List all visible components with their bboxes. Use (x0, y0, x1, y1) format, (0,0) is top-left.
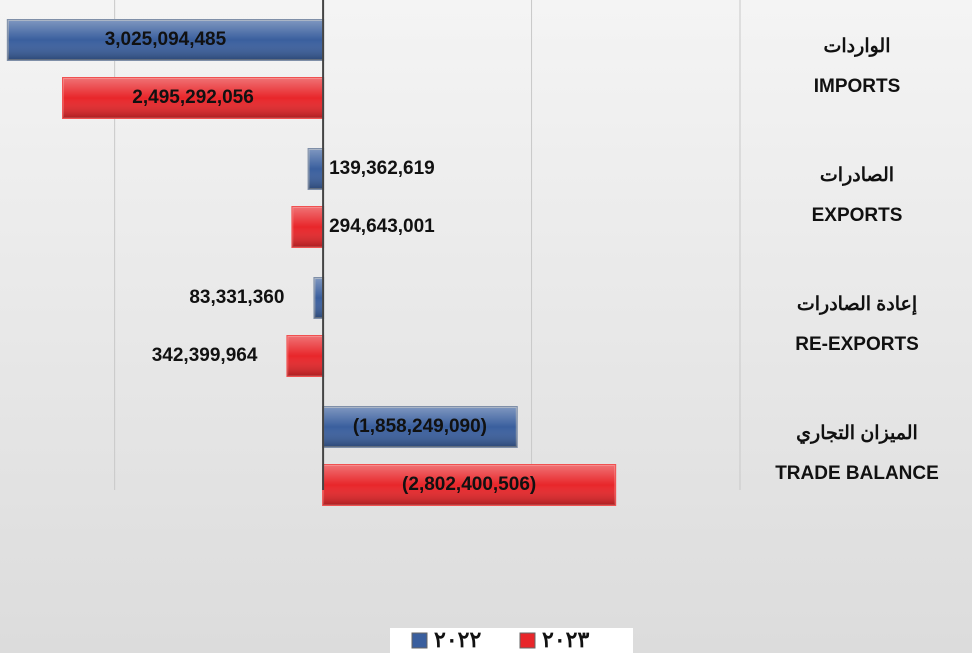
legend-swatch (519, 632, 536, 649)
legend-label: ٢٠٢٣ (542, 627, 589, 652)
category-label-ar: الصادرات (820, 165, 894, 186)
bar-shade (292, 207, 324, 247)
category-label-ar: إعادة الصادرات (797, 294, 917, 316)
data-label: (1,858,249,090) (353, 416, 487, 437)
data-label: 139,362,619 (329, 158, 435, 179)
category-label: TRADE BALANCE (775, 463, 939, 484)
data-label: 83,331,360 (189, 287, 284, 308)
bar-shade (308, 149, 324, 189)
legend-label: ٢٠٢٢ (434, 627, 481, 652)
bar-shade (287, 336, 324, 376)
bar-shade (323, 407, 517, 447)
data-label: 342,399,964 (152, 345, 258, 366)
bar-shade (314, 278, 324, 318)
bar-shade (323, 465, 616, 505)
bar-shade (7, 20, 324, 60)
data-label: (2,802,400,506) (402, 474, 536, 495)
legend-box (390, 628, 633, 653)
data-label: 2,495,292,056 (132, 87, 254, 108)
category-label-ar: الواردات (824, 36, 891, 57)
category-label-ar: الميزان التجاري (796, 423, 918, 445)
bar-shade (63, 78, 324, 118)
category-label: IMPORTS (814, 76, 901, 97)
data-label: 3,025,094,485 (105, 29, 227, 50)
category-label: EXPORTS (812, 205, 903, 226)
category-label: RE-EXPORTS (795, 334, 919, 355)
legend-swatch (411, 632, 428, 649)
data-label: 294,643,001 (329, 216, 435, 237)
